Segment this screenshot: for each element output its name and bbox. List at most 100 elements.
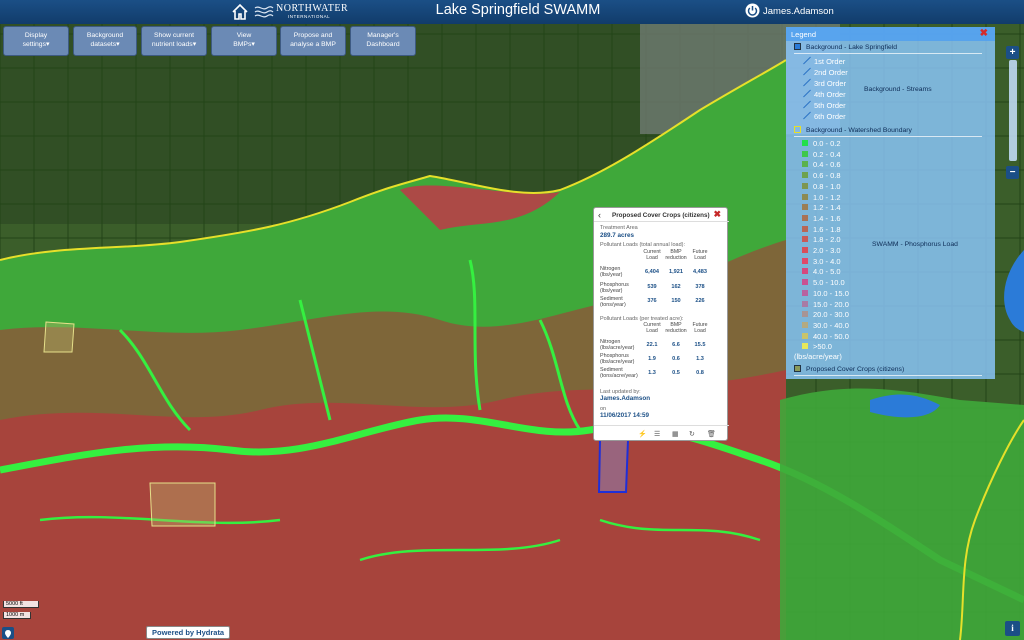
phosphorus-class-label: 0.0 - 0.2 bbox=[813, 139, 841, 148]
phosphorus-class-9: 1.8 - 2.0 bbox=[802, 235, 841, 244]
phosphorus-class-13: 5.0 - 10.0 bbox=[802, 278, 845, 287]
stream-order-4: 4th Order bbox=[802, 89, 846, 99]
brand-logo: NORTHWATER INTERNATIONAL bbox=[254, 2, 348, 22]
stream-line-icon bbox=[803, 100, 811, 109]
powered-by-hydrata[interactable]: Powered by Hydrata bbox=[146, 626, 231, 639]
lake-springfield bbox=[1004, 250, 1024, 332]
list-icon[interactable]: ☰ bbox=[654, 431, 661, 438]
stream-order-2: 2nd Order bbox=[802, 67, 848, 77]
updated-on-label: on bbox=[600, 406, 607, 412]
table-icon[interactable]: ▦ bbox=[672, 431, 679, 438]
load-hotspot-north bbox=[400, 185, 560, 230]
phosphorus-class-label: 20.0 - 30.0 bbox=[813, 310, 849, 320]
layer-cover-crops[interactable]: Proposed Cover Crops (citizens) bbox=[794, 365, 982, 376]
row-label-nitrogen-acre: Nitrogen (lbs/acre/year) bbox=[600, 339, 635, 352]
show-current-nutrient-loads-button[interactable]: Show current nutrient loads▾ bbox=[141, 26, 207, 56]
stream-line-icon bbox=[803, 67, 811, 76]
updated-by-label: Last updated by: bbox=[600, 389, 641, 395]
stream-order-1: 1st Order bbox=[802, 56, 845, 66]
phosphorus-swatch bbox=[802, 193, 808, 200]
phosphorus-swatch bbox=[802, 225, 808, 232]
phosphorus-class-label: 5.0 - 10.0 bbox=[813, 278, 845, 288]
phosphorus-class-7: 1.4 - 1.6 bbox=[802, 214, 841, 223]
display-settings-button[interactable]: Display settings▾ bbox=[3, 26, 69, 56]
location-pin-icon[interactable] bbox=[2, 627, 14, 639]
cover-crop-field-west[interactable] bbox=[43, 321, 75, 353]
phosphorus-swatch bbox=[802, 289, 808, 296]
per-acre-section-label: Pollutant Loads (per treated acre): bbox=[600, 316, 684, 322]
col-header-current-2: Current Load bbox=[643, 322, 661, 334]
phosphorus-class-label: 1.0 - 1.2 bbox=[813, 192, 841, 202]
zoom-out-button[interactable]: − bbox=[1006, 166, 1019, 179]
selected-cover-crop-field[interactable] bbox=[597, 439, 630, 493]
nitrogen-acre-reduction: 6.6 bbox=[672, 342, 680, 348]
info-icon[interactable]: i bbox=[1005, 621, 1020, 636]
chevron-left-icon[interactable]: ‹ bbox=[598, 210, 601, 220]
phosphorus-swatch bbox=[802, 343, 808, 350]
brand-sub: INTERNATIONAL bbox=[288, 14, 331, 19]
phosphorus-class-4: 0.8 - 1.0 bbox=[802, 182, 841, 191]
layer-watershed[interactable]: Background - Watershed Boundary bbox=[794, 126, 982, 137]
minor-streams bbox=[39, 515, 761, 562]
user-name[interactable]: James.Adamson bbox=[763, 6, 834, 17]
phosphorus-swatch bbox=[802, 236, 808, 243]
cover-crop-field-south[interactable] bbox=[149, 482, 216, 527]
phosphorus-swatch bbox=[802, 268, 808, 275]
layer-phosphorus-label[interactable]: SWAMM - Phosphorus Load bbox=[872, 241, 958, 248]
phosphorus-class-label: 10.0 - 15.0 bbox=[813, 288, 849, 298]
col-header-future-2: Future Load bbox=[692, 322, 708, 334]
phosphorus-class-label: >50.0 bbox=[813, 342, 832, 352]
stream-line-icon bbox=[803, 111, 811, 120]
propose-analyse-bmp-button[interactable]: Propose and analyse a BMP bbox=[280, 26, 346, 56]
popup-title: Proposed Cover Crops (citizens) bbox=[612, 212, 710, 219]
phosphorus-class-11: 3.0 - 4.0 bbox=[802, 257, 841, 266]
layer-lake[interactable]: Background - Lake Springfield bbox=[794, 43, 982, 54]
home-icon[interactable] bbox=[231, 3, 249, 21]
zoom-in-button[interactable]: + bbox=[1006, 46, 1019, 59]
legend-panel: Legend ✖ Background - Lake Springfield 1… bbox=[786, 27, 995, 379]
stream-order-5: 5th Order bbox=[802, 100, 846, 110]
close-icon[interactable]: ✖ bbox=[713, 209, 721, 219]
phosphorus-class-label: 0.6 - 0.8 bbox=[813, 171, 841, 181]
brand-name: NORTHWATER bbox=[276, 3, 349, 14]
phosphorus-swatch bbox=[802, 204, 808, 211]
sediment-acre-future: 0.8 bbox=[696, 370, 704, 376]
view-bmps-button[interactable]: View BMPs▾ bbox=[211, 26, 277, 56]
phosphorus-swatch bbox=[802, 150, 808, 157]
managers-dashboard-button[interactable]: Manager's Dashboard bbox=[350, 26, 416, 56]
trash-icon[interactable]: 🗑 bbox=[707, 431, 716, 438]
phosphorus-class-3: 0.6 - 0.8 bbox=[802, 171, 841, 180]
view-bmps-label: View BMPs▾ bbox=[233, 32, 255, 48]
phosphorus-class-19: >50.0 bbox=[802, 342, 832, 351]
watershed-swatch bbox=[794, 126, 801, 133]
phosphorus-swatch bbox=[802, 161, 808, 168]
phosphorus-class-label: 15.0 - 20.0 bbox=[813, 299, 849, 309]
close-icon[interactable]: ✖ bbox=[979, 28, 988, 39]
show-current-nutrient-loads-label: Show current nutrient loads▾ bbox=[151, 32, 197, 48]
row-label-phosphorus: Phosphorus (lbs/year) bbox=[600, 282, 629, 295]
phosphorus-class-6: 1.2 - 1.4 bbox=[802, 203, 841, 212]
sediment-acre-reduction: 0.5 bbox=[672, 370, 680, 376]
lightning-icon[interactable]: ⚡ bbox=[638, 431, 647, 438]
power-icon[interactable] bbox=[745, 3, 760, 18]
phosphorus-acre-current: 1.9 bbox=[648, 356, 656, 362]
phosphorus-class-label: 1.8 - 2.0 bbox=[813, 235, 841, 245]
background-datasets-button[interactable]: Background datasets▾ bbox=[73, 26, 137, 56]
phosphorus-class-18: 40.0 - 50.0 bbox=[802, 332, 849, 341]
legend-header[interactable]: Legend ✖ bbox=[786, 27, 995, 41]
propose-analyse-bmp-label: Propose and analyse a BMP bbox=[290, 32, 336, 48]
phosphorus-class-2: 0.4 - 0.6 bbox=[802, 160, 841, 169]
layer-streams-label[interactable]: Background - Streams bbox=[864, 86, 932, 93]
lake-arm bbox=[870, 394, 940, 418]
refresh-icon[interactable]: ↻ bbox=[689, 431, 695, 438]
stream-order-6: 6th Order bbox=[802, 111, 846, 121]
zoom-slider[interactable] bbox=[1009, 60, 1017, 161]
phosphorus-units: (lbs/acre/year) bbox=[794, 352, 842, 361]
watershed-boundary-north bbox=[0, 59, 787, 261]
phosphorus-swatch bbox=[802, 247, 808, 253]
col-header-reduction: BMP reduction bbox=[665, 249, 687, 261]
phosphorus-swatch bbox=[802, 257, 808, 264]
sediment-reduction: 150 bbox=[671, 298, 681, 304]
col-header-current: Current Load bbox=[643, 249, 661, 261]
phosphorus-class-label: 40.0 - 50.0 bbox=[813, 331, 849, 341]
